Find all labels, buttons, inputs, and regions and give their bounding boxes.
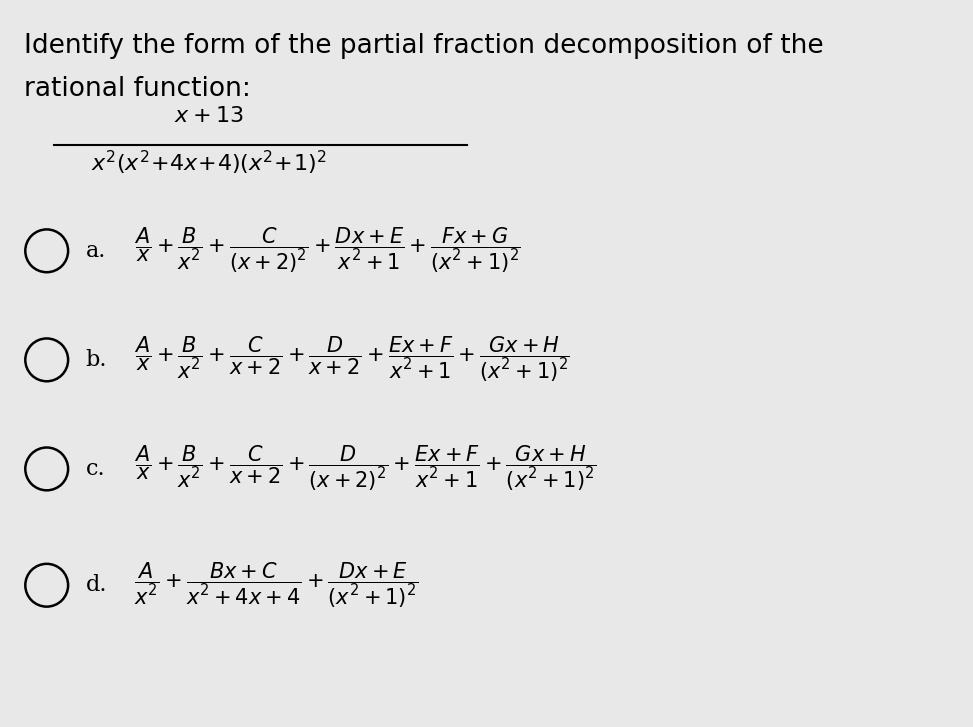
Text: $x+13$: $x+13$: [174, 105, 244, 127]
Text: $\dfrac{A}{x} + \dfrac{B}{x^2} + \dfrac{C}{x+2} + \dfrac{D}{(x+2)^2} + \dfrac{Ex: $\dfrac{A}{x} + \dfrac{B}{x^2} + \dfrac{…: [134, 444, 596, 494]
Text: $x^2(x^2\!+\!4x\!+\!4)(x^2\!+\!1)^2$: $x^2(x^2\!+\!4x\!+\!4)(x^2\!+\!1)^2$: [91, 149, 327, 177]
Text: b.: b.: [86, 349, 107, 371]
Text: d.: d.: [86, 574, 107, 596]
Text: $\dfrac{A}{x^2} + \dfrac{Bx+C}{x^2+4x+4} + \dfrac{Dx+E}{(x^2+1)^2}$: $\dfrac{A}{x^2} + \dfrac{Bx+C}{x^2+4x+4}…: [134, 561, 418, 610]
Text: rational function:: rational function:: [24, 76, 251, 103]
Text: $\dfrac{A}{x} + \dfrac{B}{x^2} + \dfrac{C}{(x+2)^2} + \dfrac{Dx+E}{x^2+1} + \dfr: $\dfrac{A}{x} + \dfrac{B}{x^2} + \dfrac{…: [134, 226, 522, 276]
Text: Identify the form of the partial fraction decomposition of the: Identify the form of the partial fractio…: [24, 33, 824, 59]
Text: a.: a.: [86, 240, 106, 262]
Text: c.: c.: [86, 458, 105, 480]
Text: $\dfrac{A}{x} + \dfrac{B}{x^2} + \dfrac{C}{x+2} + \dfrac{D}{x+2} + \dfrac{Ex+F}{: $\dfrac{A}{x} + \dfrac{B}{x^2} + \dfrac{…: [134, 335, 570, 385]
